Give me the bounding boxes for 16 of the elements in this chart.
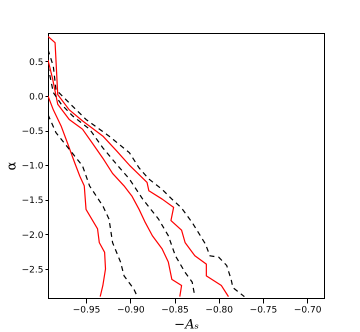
- x-tick-label: −0.95: [72, 306, 100, 316]
- y-tick-label: −2.5: [22, 265, 44, 276]
- line-series: [48, 95, 106, 298]
- x-tick-label: −0.80: [205, 306, 234, 316]
- y-tick-label: −0.5: [22, 127, 44, 138]
- y-axis-title: α: [4, 161, 20, 170]
- y-tick-label: −2.0: [22, 230, 44, 241]
- y-tick-label: 0.5: [29, 58, 44, 68]
- x-tick-label: −0.85: [161, 306, 189, 316]
- x-tick-label: −0.70: [294, 306, 322, 316]
- y-tick-label: 0.0: [29, 92, 44, 102]
- x-tick-label: −0.90: [116, 306, 145, 316]
- x-tick-label: −0.75: [250, 306, 278, 316]
- y-tick-label: −1.0: [22, 162, 44, 172]
- y-tick-label: −1.5: [22, 196, 44, 206]
- x-axis-title: −Aₛ: [174, 318, 199, 332]
